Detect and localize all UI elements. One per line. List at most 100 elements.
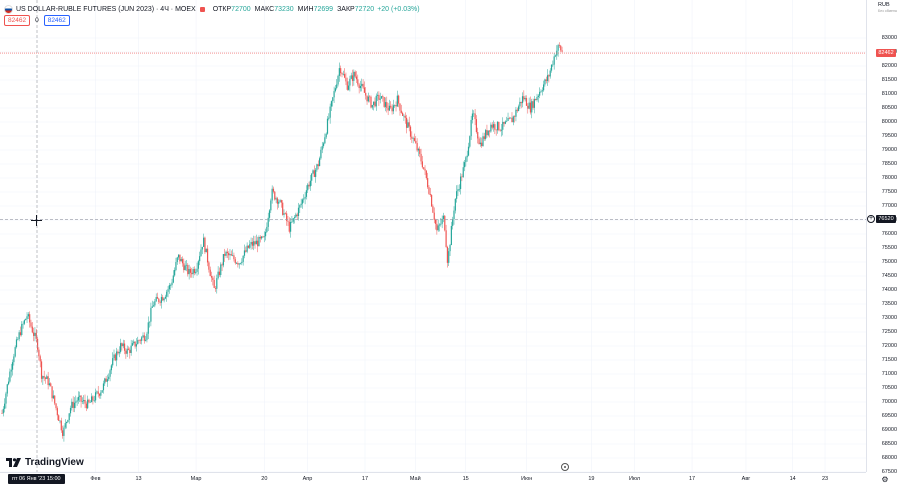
candle-body	[283, 213, 285, 215]
price-tick-label: 71000	[881, 370, 897, 377]
ask-badge[interactable]: 82462	[43, 15, 70, 26]
price-tick-label: 83000	[881, 34, 897, 41]
candle-body	[217, 271, 219, 279]
candle-body	[163, 298, 165, 301]
price-tick-label: 72000	[881, 342, 897, 349]
candle-body	[536, 97, 538, 101]
candle-body	[42, 376, 44, 379]
candle-body	[258, 236, 260, 247]
candle-body	[195, 271, 197, 273]
candle-body	[21, 324, 23, 335]
candle-body	[299, 205, 301, 208]
candle-body	[263, 236, 265, 238]
candle-body	[164, 296, 167, 299]
candle-body	[100, 392, 102, 396]
candle-body	[267, 217, 269, 227]
candle-body	[155, 297, 157, 302]
scroll-to-realtime-icon[interactable]	[561, 463, 569, 471]
candle-body	[558, 45, 561, 46]
candle-body	[228, 253, 230, 256]
candle-body	[308, 184, 310, 187]
currency-label[interactable]: RUB	[878, 2, 890, 8]
candle-body	[130, 345, 132, 353]
candle-body	[421, 161, 423, 168]
price-tick-label: 80500	[881, 104, 897, 111]
candle-body	[253, 241, 255, 246]
candle-body	[226, 251, 228, 254]
candle-body	[485, 130, 487, 139]
usd-flag-icon	[4, 4, 13, 14]
candle-body	[35, 332, 37, 339]
candle-body	[405, 117, 408, 128]
candle-body	[282, 202, 284, 215]
candle-body	[400, 110, 402, 113]
time-tick-label: 19	[588, 476, 595, 482]
candle-body	[424, 168, 426, 171]
candle-body	[441, 218, 443, 224]
candle-body	[301, 199, 304, 204]
candle-body	[60, 420, 62, 431]
tradingview-logo[interactable]: TradingView	[6, 457, 84, 468]
bid-badge[interactable]: 82462	[4, 15, 31, 26]
candle-body	[458, 189, 460, 190]
candle-body	[519, 101, 521, 107]
candle-body	[166, 291, 168, 297]
candle-body	[470, 119, 472, 137]
candle-body	[27, 314, 29, 317]
candle-body	[446, 246, 449, 263]
candle-body	[541, 90, 543, 92]
candle-body	[235, 262, 238, 264]
candle-body	[262, 236, 264, 238]
candle-body	[523, 96, 525, 100]
candle-body	[365, 92, 367, 96]
candle-body	[498, 121, 500, 130]
candle-body	[241, 261, 243, 264]
candle-body	[147, 322, 149, 334]
candle-body	[257, 240, 259, 247]
candle-body	[69, 407, 72, 414]
add-alert-icon[interactable]: +	[867, 215, 875, 224]
candle-body	[412, 138, 414, 139]
candle-body	[293, 217, 296, 219]
candle-body	[495, 129, 497, 131]
candle-body	[322, 143, 325, 147]
candle-body	[10, 369, 12, 372]
candle-body	[187, 264, 189, 275]
price-axis[interactable]	[866, 0, 900, 472]
candle-body	[411, 136, 413, 139]
candle-body	[284, 213, 286, 214]
candle-body	[123, 343, 126, 351]
price-chart[interactable]	[0, 0, 866, 473]
tradingview-logo-icon	[6, 458, 21, 467]
candle-body	[137, 340, 139, 345]
candle-body	[71, 401, 73, 408]
candle-body	[342, 73, 344, 75]
candle-body	[386, 102, 388, 108]
candle-body	[56, 408, 58, 416]
candle-body	[550, 64, 553, 71]
symbol-title[interactable]: US DOLLAR-RUBLE FUTURES (JUN 2023) · 4Ч …	[16, 5, 196, 13]
candle-body	[317, 164, 319, 167]
brand-name: TradingView	[25, 457, 84, 468]
candle-body	[292, 218, 294, 222]
open-value: 72700	[231, 5, 251, 13]
candle-body	[180, 259, 182, 262]
gear-icon[interactable]: ⚙	[881, 475, 889, 484]
candle-body	[210, 276, 213, 278]
price-tick-label: 74000	[881, 286, 897, 293]
candle-body	[338, 68, 340, 76]
candle-body	[329, 106, 331, 118]
candle-body	[561, 50, 563, 52]
candle-body	[205, 248, 207, 253]
candle-body	[427, 178, 429, 188]
chart-area[interactable]	[0, 0, 866, 473]
candle-body	[333, 91, 335, 98]
candle-body	[183, 263, 185, 271]
candle-body	[40, 361, 43, 379]
candle-body	[145, 339, 147, 341]
candle-body	[129, 349, 131, 353]
time-axis[interactable]	[0, 472, 866, 489]
candle-body	[307, 184, 309, 191]
crosshair-cursor-icon	[31, 215, 42, 226]
candle-body	[96, 391, 98, 393]
